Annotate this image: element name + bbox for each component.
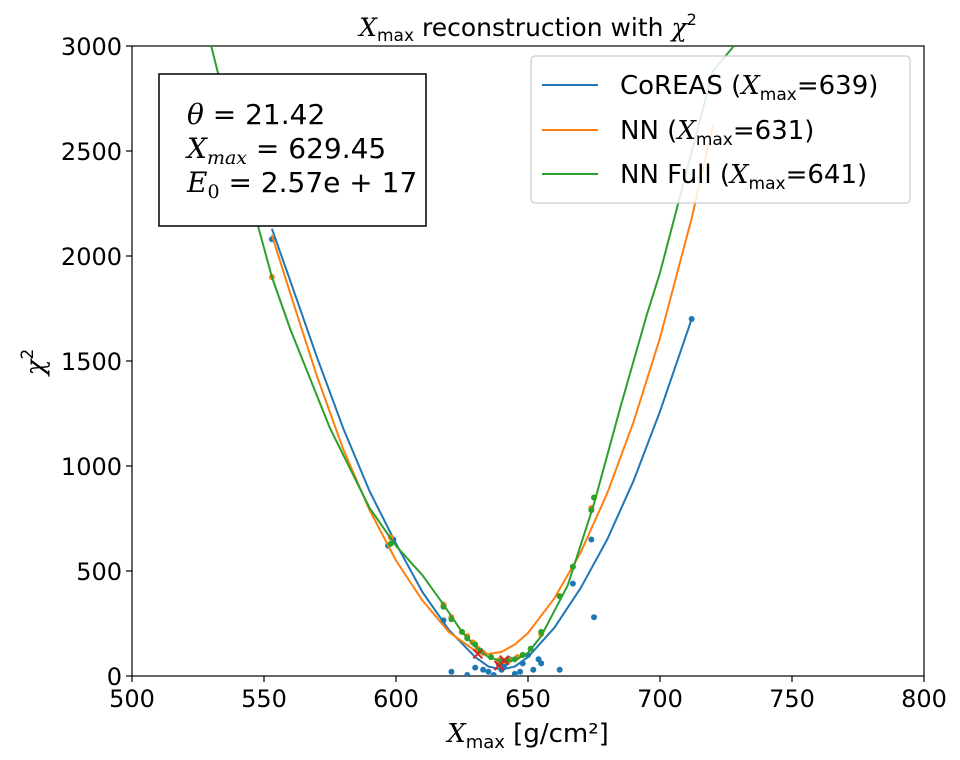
minimum-marker-nn-full	[499, 655, 510, 666]
info-box: θ = 21.42 Xmax = 629.45 E0 = 2.57e + 17	[158, 73, 427, 227]
series-line-nn	[270, 125, 714, 655]
data-point-nn-full	[448, 616, 455, 623]
data-point-nn-full	[511, 656, 518, 663]
data-point-coreas	[556, 666, 563, 673]
data-point-nn-full	[556, 593, 563, 600]
x-tick-label: 600	[373, 685, 419, 713]
info-energy: E0 = 2.57e + 17	[186, 166, 417, 203]
x-tick-label: 650	[505, 685, 551, 713]
chart-title: Xmax reconstruction with χ2	[357, 10, 697, 46]
y-tick-label: 3000	[61, 33, 122, 61]
x-axis-label: Xmax [g/cm²]	[445, 719, 609, 753]
data-point-coreas	[480, 666, 487, 673]
y-tick-label: 500	[76, 558, 122, 586]
y-tick-label: 1000	[61, 453, 122, 481]
series-line-nn-full	[210, 46, 735, 663]
data-point-coreas	[538, 660, 545, 667]
data-point-coreas	[517, 668, 524, 675]
x-tick-label: 550	[241, 685, 287, 713]
data-point-nn-full	[588, 507, 595, 514]
info-xmax: Xmax = 629.45	[185, 132, 386, 169]
y-tick-label: 1500	[61, 348, 122, 376]
y-tick-label: 2000	[61, 243, 122, 271]
data-point-coreas	[588, 536, 595, 543]
x-tick-label: 500	[109, 685, 155, 713]
y-tick-label: 2500	[61, 138, 122, 166]
data-point-coreas	[440, 617, 447, 624]
legend-label-coreas: CoREAS (Xmax=639)	[620, 71, 878, 105]
minimum-marker-nn	[472, 648, 484, 660]
y-axis-label: χ2	[18, 349, 51, 378]
data-point-nn-full	[519, 652, 526, 658]
data-point-coreas	[530, 666, 537, 673]
legend-label-nn-full: NN Full (Xmax=641)	[620, 160, 867, 194]
data-point-coreas	[464, 671, 471, 676]
series-line-coreas	[270, 228, 693, 671]
legend-label-nn: NN (Xmax=631)	[620, 116, 814, 150]
data-point-nn-full	[538, 628, 545, 635]
x-tick-label: 700	[637, 685, 683, 713]
info-theta: θ = 21.42	[187, 98, 325, 131]
data-point-nn-full	[472, 641, 479, 648]
data-point-nn-full	[440, 603, 447, 610]
x-tick-label: 800	[901, 685, 947, 713]
data-point-coreas	[448, 668, 455, 675]
series-nn-full	[210, 46, 735, 665]
series-layer	[210, 46, 735, 676]
info-box-frame	[158, 73, 427, 227]
data-point-coreas	[519, 660, 526, 667]
data-point-nn-full	[488, 654, 495, 661]
data-point-coreas	[591, 614, 597, 621]
data-point-nn-full	[387, 540, 394, 547]
data-point-nn-full	[459, 628, 465, 635]
data-point-coreas	[472, 664, 479, 671]
x-axis: 500 550 600 650 700 750 800	[109, 676, 947, 713]
legend: CoREAS (Xmax=639) NN (Xmax=631) NN Full …	[530, 55, 911, 204]
y-tick-label: 0	[107, 663, 122, 691]
data-point-coreas	[490, 671, 497, 676]
data-point-nn-full	[591, 494, 597, 501]
data-point-coreas	[485, 668, 492, 675]
data-point-coreas	[688, 316, 695, 322]
data-point-coreas	[511, 670, 518, 676]
x-tick-label: 750	[769, 685, 815, 713]
data-point-nn-full	[464, 635, 471, 642]
data-point-nn-full	[569, 563, 576, 570]
y-axis: 0 500 1000 1500 2000 2500 3000	[61, 33, 132, 691]
data-point-coreas	[569, 580, 576, 587]
data-point-nn-full	[527, 645, 534, 652]
legend-frame	[530, 55, 911, 204]
